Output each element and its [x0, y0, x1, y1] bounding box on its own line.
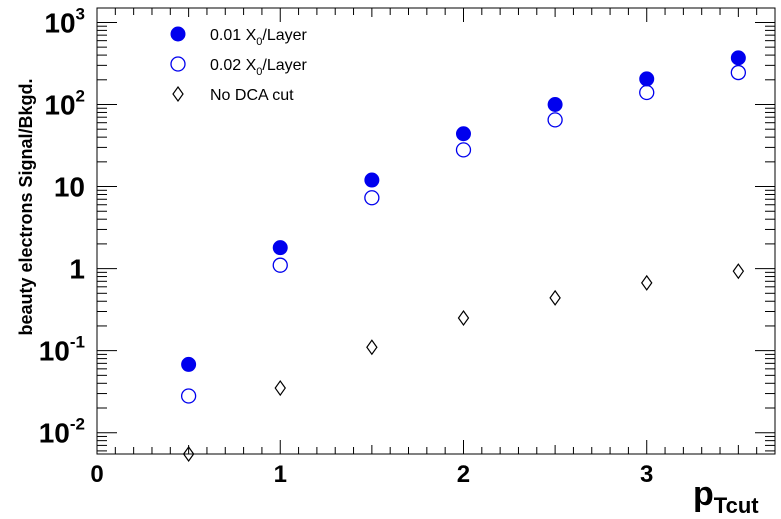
x-tick-label: 2	[457, 461, 470, 488]
y-tick-label: 102	[44, 86, 85, 120]
legend-label: No DCA cut	[210, 87, 294, 104]
legend-label: 0.01 X0/Layer	[210, 27, 308, 48]
data-point-series-3	[274, 380, 286, 397]
legend-marker	[170, 26, 186, 42]
x-tick-label: 3	[640, 461, 653, 488]
data-point-series-3	[182, 445, 195, 463]
data-point-series-1	[181, 356, 197, 372]
data-point-series-1	[547, 96, 563, 112]
x-tick-label: 1	[274, 461, 287, 488]
legend: 0.01 X0/Layer 0.02 X0/Layer No DCA cut	[170, 26, 308, 104]
y-tick-label: 1	[69, 254, 85, 285]
x-axis-title: pTcut	[693, 475, 759, 518]
data-point-series-1	[730, 50, 746, 66]
y-tick-label: 10-2	[39, 415, 85, 449]
legend-label: 0.02 X0/Layer	[210, 57, 308, 78]
y-tick-label: 103	[44, 4, 85, 38]
data-point-series-2	[547, 112, 563, 128]
data-point-series-1	[364, 172, 380, 188]
y-axis: 10-2 10-1 1 10 102 103	[39, 4, 775, 452]
x-axis: 0 1 2 3	[90, 8, 776, 488]
data-point-series-3	[640, 274, 653, 291]
y-tick-label: 10	[54, 172, 85, 203]
data-point-series-1	[272, 240, 288, 256]
plot-frame-border	[96, 7, 776, 455]
data-point-series-3	[732, 263, 745, 280]
data-point-series-2	[364, 190, 380, 206]
data-point-series-2	[455, 142, 472, 158]
legend-marker	[170, 56, 186, 72]
legend-marker	[172, 85, 184, 103]
data-point-series-2	[639, 84, 655, 101]
data-point-series-3	[549, 289, 561, 306]
data-point-series-3	[366, 339, 378, 356]
data-point-series-2	[272, 257, 288, 273]
y-axis-title: beauty electrons Signal/Bkgd.	[16, 78, 36, 335]
y-tick-label: 10-1	[39, 333, 85, 367]
data-point-series-1	[639, 71, 655, 87]
data-point-series-2	[180, 388, 197, 404]
x-tick-label: 0	[90, 461, 103, 488]
data-point-series-2	[730, 64, 747, 81]
data-point-series-3	[457, 309, 470, 327]
data-point-series-1	[455, 126, 471, 142]
data-points	[180, 50, 747, 463]
plot-frame	[96, 7, 776, 455]
